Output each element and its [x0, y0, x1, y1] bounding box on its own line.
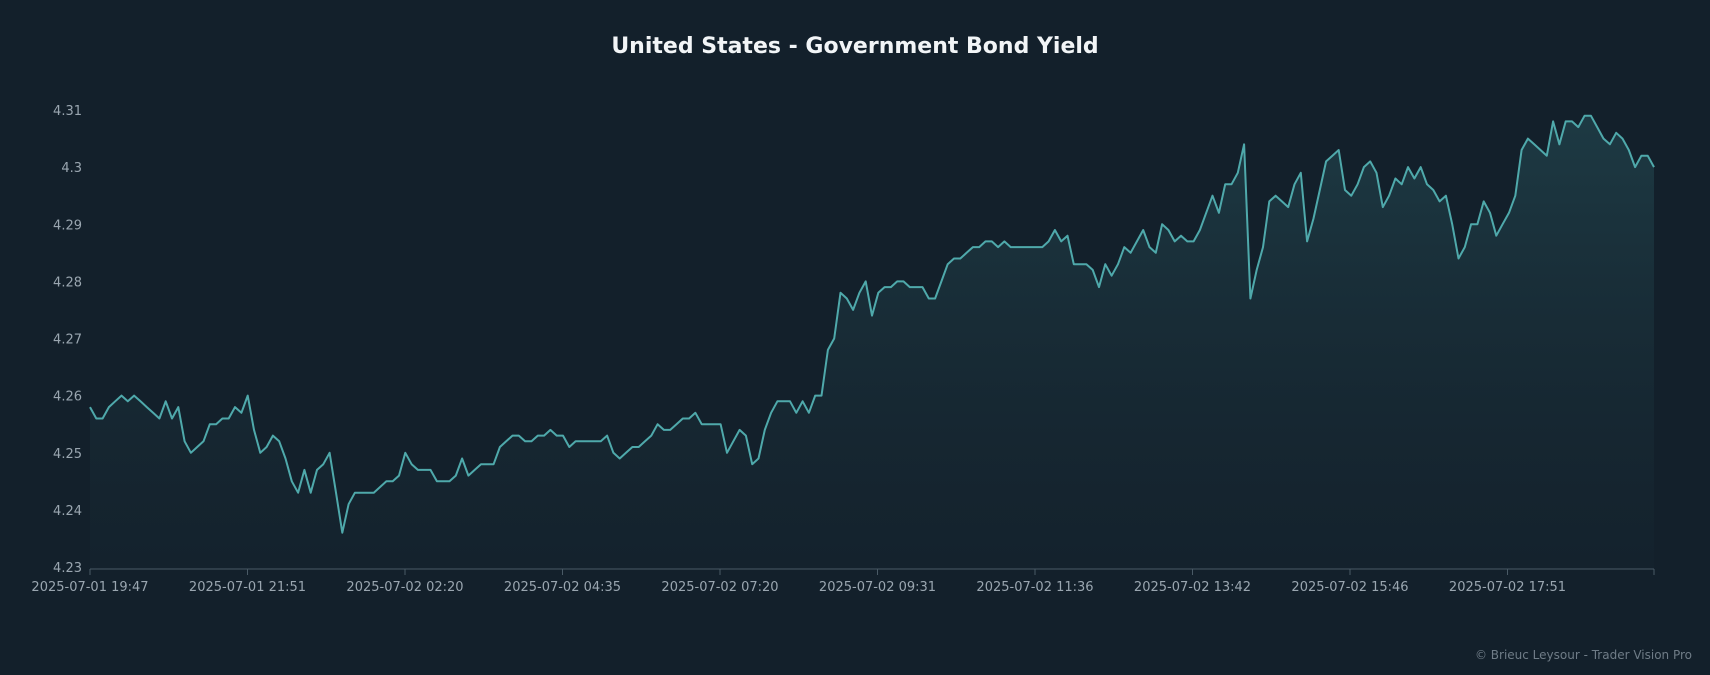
y-tick-label: 4.26 [53, 390, 82, 405]
x-tick-label: 2025-07-01 21:51 [189, 580, 306, 595]
y-tick-label: 4.29 [53, 218, 82, 233]
y-tick-label: 4.31 [53, 104, 82, 119]
x-tick-label: 2025-07-02 09:31 [819, 580, 936, 595]
x-tick-label: 2025-07-02 13:42 [1134, 580, 1251, 595]
x-tick-label: 2025-07-01 19:47 [31, 580, 148, 595]
x-tick-label: 2025-07-02 04:35 [504, 580, 621, 595]
y-tick-label: 4.24 [53, 504, 82, 519]
x-tick-label: 2025-07-02 17:51 [1449, 580, 1566, 595]
x-tick-label: 2025-07-02 11:36 [976, 580, 1093, 595]
chart-title: United States - Government Bond Yield [611, 34, 1099, 59]
y-tick-label: 4.28 [53, 275, 82, 290]
y-tick-label: 4.3 [61, 161, 82, 176]
yield-line [89, 114, 1655, 534]
x-tick-label: 2025-07-02 15:46 [1291, 580, 1408, 595]
yield-area-fill [90, 115, 1654, 569]
y-tick-label: 4.27 [53, 333, 82, 348]
y-tick-label: 4.23 [53, 561, 82, 576]
x-tick-label: 2025-07-02 07:20 [661, 580, 778, 595]
copyright-credit: © Brieuc Leysour - Trader Vision Pro [1474, 648, 1692, 662]
y-tick-label: 4.25 [53, 447, 82, 462]
x-tick-label: 2025-07-02 02:20 [346, 580, 463, 595]
